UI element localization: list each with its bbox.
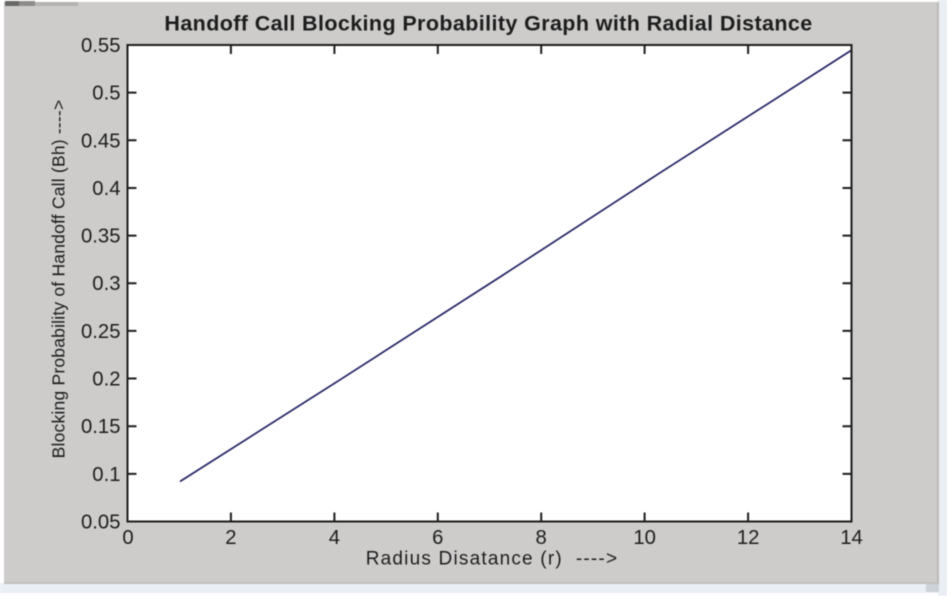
- svg-text:6: 6: [432, 527, 443, 549]
- svg-text:14: 14: [840, 527, 863, 549]
- svg-text:0: 0: [122, 527, 133, 549]
- svg-text:2: 2: [225, 527, 236, 549]
- svg-text:12: 12: [737, 527, 760, 549]
- svg-text:0.1: 0.1: [92, 464, 120, 486]
- svg-text:0.45: 0.45: [81, 130, 120, 152]
- svg-text:10: 10: [633, 527, 656, 549]
- svg-text:0.3: 0.3: [92, 273, 120, 295]
- svg-text:0.5: 0.5: [92, 83, 120, 105]
- svg-text:Radius Disatance (r) ---->: Radius Disatance (r) ---->: [366, 549, 619, 570]
- svg-text:0.2: 0.2: [92, 369, 120, 391]
- svg-text:0.4: 0.4: [92, 178, 120, 200]
- svg-text:Handoff Call Blocking Probabil: Handoff Call Blocking Probability Graph …: [164, 12, 812, 36]
- svg-text:0.35: 0.35: [81, 226, 120, 248]
- svg-text:0.05: 0.05: [81, 512, 120, 534]
- svg-text:Blocking Probability of Handof: Blocking Probability of Handoff Call (Bh…: [49, 100, 69, 459]
- svg-text:8: 8: [536, 527, 547, 549]
- svg-text:0.15: 0.15: [81, 416, 120, 438]
- svg-text:0.55: 0.55: [81, 35, 120, 57]
- svg-text:0.25: 0.25: [81, 321, 120, 343]
- svg-text:4: 4: [329, 527, 340, 549]
